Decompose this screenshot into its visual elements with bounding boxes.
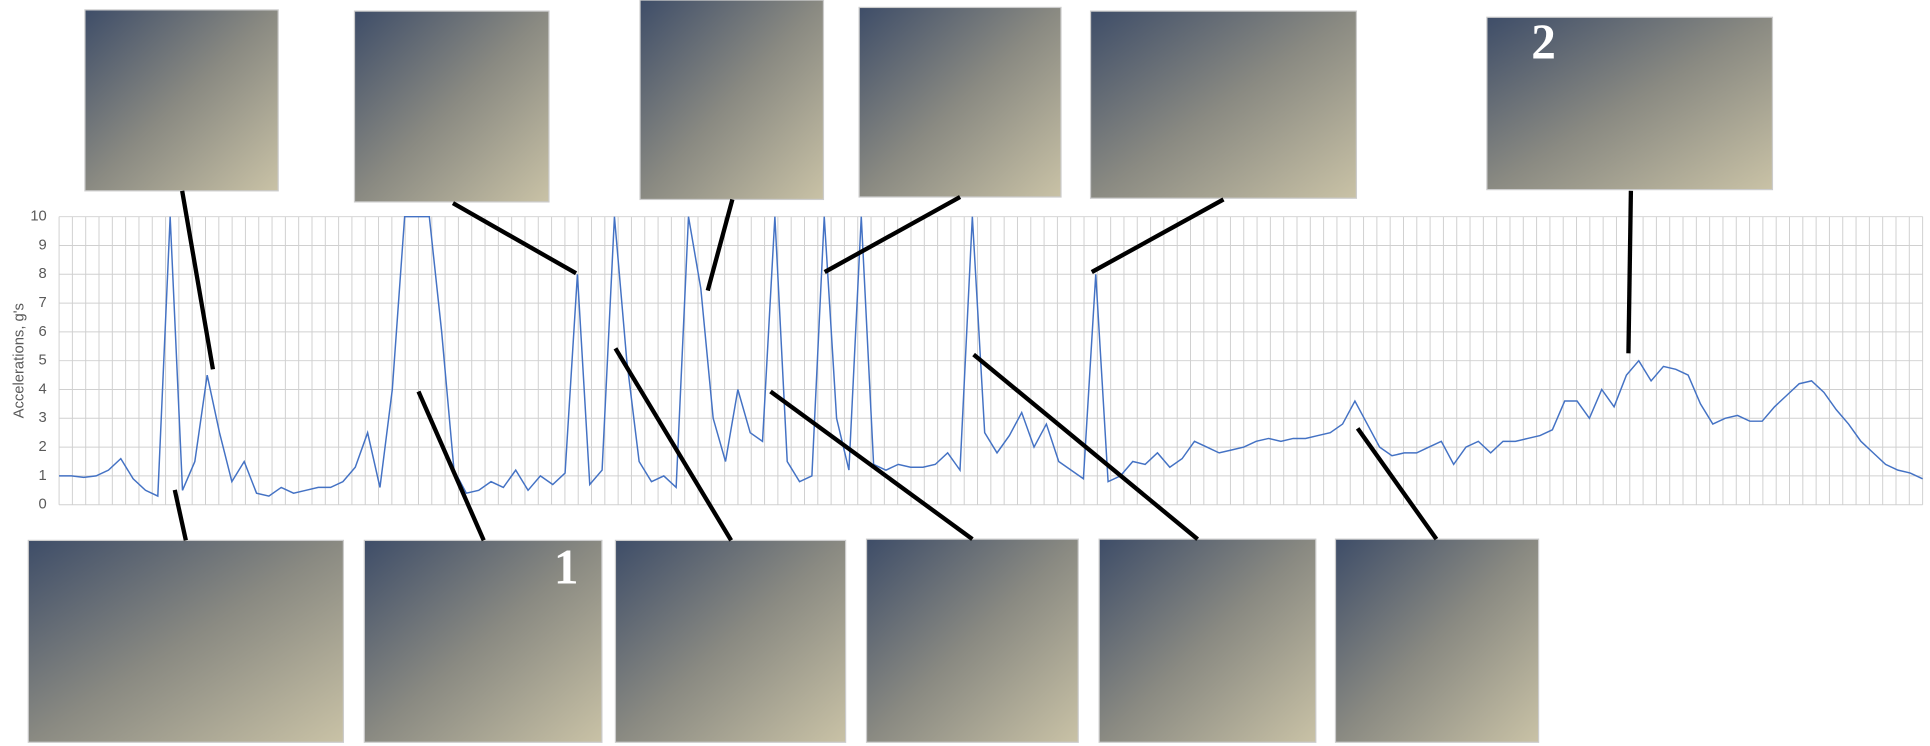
y-tick-label: 7 xyxy=(39,295,47,311)
photo xyxy=(84,9,279,192)
photos xyxy=(27,0,1774,743)
y-axis-label: Accelerations, g's xyxy=(12,303,28,418)
y-tick-label: 10 xyxy=(30,209,46,225)
accel-line xyxy=(59,215,1923,498)
annotation: 2 xyxy=(1531,14,1556,69)
plot-grid xyxy=(58,215,1924,506)
connector xyxy=(705,198,735,292)
connector xyxy=(1090,197,1225,274)
y-tick-label: 6 xyxy=(39,324,47,340)
photo xyxy=(639,0,825,201)
y-tick-label: 2 xyxy=(39,439,47,455)
connector xyxy=(416,390,486,542)
annotation: 1 xyxy=(554,540,579,595)
photo xyxy=(614,539,847,743)
connector xyxy=(180,190,216,370)
connectors xyxy=(172,190,1634,542)
y-tick-label: 8 xyxy=(39,266,47,282)
photo xyxy=(1089,10,1358,199)
photo xyxy=(1334,538,1540,743)
photo xyxy=(1098,538,1317,743)
photo xyxy=(363,539,603,743)
photo xyxy=(865,538,1079,743)
connector xyxy=(1626,190,1634,354)
y-tick-label: 9 xyxy=(39,237,47,253)
connector xyxy=(769,389,974,541)
y-tick-label: 5 xyxy=(39,353,47,369)
connector xyxy=(1355,427,1439,541)
connector xyxy=(823,195,962,274)
connector xyxy=(172,489,188,541)
y-tick-label: 3 xyxy=(39,410,47,426)
connector xyxy=(451,201,578,276)
photo xyxy=(353,10,550,203)
photo xyxy=(858,6,1062,198)
y-tick-label: 4 xyxy=(39,381,47,397)
photo xyxy=(27,539,345,743)
connector xyxy=(972,352,1200,541)
photo xyxy=(1486,16,1774,191)
connector xyxy=(613,347,733,542)
y-tick-label: 1 xyxy=(39,468,47,484)
y-tick-label: 0 xyxy=(39,497,47,513)
